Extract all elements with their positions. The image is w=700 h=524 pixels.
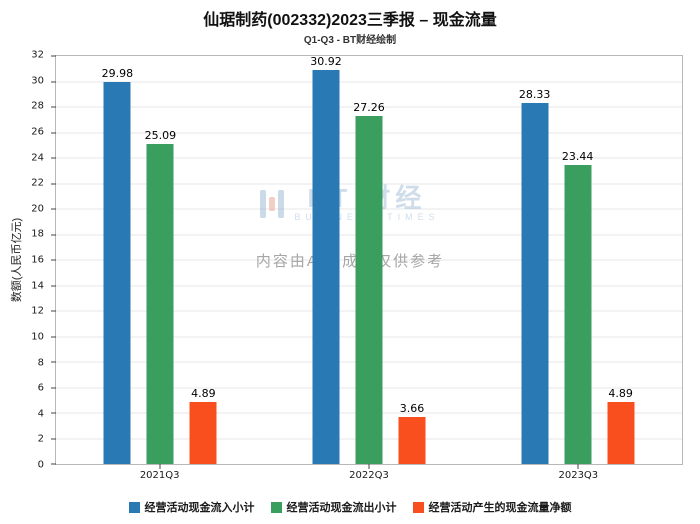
bar: 30.92 xyxy=(310,55,342,464)
legend: 经营活动现金流入小计 经营活动现金流出小计 经营活动产生的现金流量净额 xyxy=(0,499,700,515)
y-tick-label: 20 xyxy=(31,203,44,215)
bar: 4.89 xyxy=(607,387,635,464)
bar-value-label: 25.09 xyxy=(144,129,177,143)
y-tick-mark xyxy=(51,463,56,465)
y-tick-label: 10 xyxy=(31,331,44,343)
bar-value-label: 30.92 xyxy=(310,54,342,68)
y-tick-mark xyxy=(51,438,56,439)
x-tick-mark xyxy=(368,464,370,469)
bar: 23.44 xyxy=(562,150,593,464)
chart-title: 仙琚制药(002332)2023三季报 – 现金流量 xyxy=(203,12,497,29)
y-tick-mark xyxy=(51,132,56,133)
y-tick-mark xyxy=(51,157,56,159)
y-tick-mark xyxy=(51,208,56,210)
y-tick-mark xyxy=(51,310,56,312)
bar-group-2023Q3: 28.33 23.44 4.89 xyxy=(519,56,635,464)
legend-swatch xyxy=(128,501,140,513)
legend-swatch xyxy=(412,501,424,513)
bar-group-2022Q3: 30.92 27.26 3.66 xyxy=(310,55,426,464)
y-tick-mark xyxy=(51,412,56,414)
legend-label: 经营活动现金流入小计 xyxy=(144,502,255,514)
y-tick-mark xyxy=(51,336,56,337)
y-tick-label: 12 xyxy=(31,305,44,317)
chart-subtitle: Q1-Q3 - BT财经绘制 xyxy=(303,35,397,46)
bar: 27.26 xyxy=(353,101,385,464)
y-tick-mark xyxy=(51,234,56,235)
plot-area: 29.98 25.09 4.89 30.92 27.26 3.66 28.33 23.44 4.… xyxy=(51,55,683,469)
bar: 4.89 xyxy=(189,387,217,464)
legend-swatch xyxy=(270,501,282,513)
y-tick-label: 28 xyxy=(31,100,44,112)
bar: 28.33 xyxy=(519,88,550,464)
y-tick-mark xyxy=(51,285,56,286)
bar-value-label: 27.26 xyxy=(353,101,385,115)
y-tick-mark xyxy=(51,81,56,82)
y-tick-label: 2 xyxy=(37,433,44,445)
y-tick-label: 22 xyxy=(31,177,44,189)
bar-value-label: 29.98 xyxy=(101,66,134,80)
x-tick-label: 2021Q3 xyxy=(139,470,180,481)
x-tick-label: 2022Q3 xyxy=(349,470,389,481)
y-tick-label: 6 xyxy=(37,382,44,394)
bar-value-label: 4.89 xyxy=(608,386,633,400)
legend-label: 经营活动产生的现金流量净额 xyxy=(428,502,572,514)
bar: 25.09 xyxy=(145,129,176,464)
y-tick-mark xyxy=(51,387,56,388)
y-tick-label: 4 xyxy=(37,408,44,420)
y-tick-mark xyxy=(51,183,56,184)
bar-value-label: 3.66 xyxy=(399,402,425,416)
bar: 3.66 xyxy=(398,402,426,464)
y-tick-label: 16 xyxy=(31,254,44,266)
y-tick-mark xyxy=(51,55,56,57)
x-tick-mark xyxy=(159,464,161,469)
gridline xyxy=(56,106,682,108)
y-tick-label: 26 xyxy=(31,126,44,138)
y-tick-label: 24 xyxy=(31,152,44,163)
y-tick-label: 30 xyxy=(31,75,44,87)
y-tick-label: 14 xyxy=(31,280,44,292)
y-tick-mark xyxy=(51,259,56,261)
y-tick-label: 0 xyxy=(37,459,44,471)
bar-value-label: 23.44 xyxy=(561,150,594,164)
x-tick-mark xyxy=(577,464,579,469)
bar-value-label: 4.89 xyxy=(191,386,216,400)
y-tick-mark xyxy=(51,361,56,363)
legend-item: 经营活动现金流入小计 xyxy=(128,499,255,515)
y-tick-label: 32 xyxy=(31,49,44,61)
y-tick-label: 8 xyxy=(37,357,44,368)
x-axis-ticks: 2021Q3 2022Q3 2023Q3 xyxy=(55,467,683,483)
bar: 29.98 xyxy=(102,67,133,464)
bar-value-label: 28.33 xyxy=(518,87,551,101)
y-tick-mark xyxy=(51,106,56,108)
legend-label: 经营活动现金流出小计 xyxy=(286,502,397,514)
gridline xyxy=(56,81,682,82)
legend-item: 经营活动现金流出小计 xyxy=(270,499,397,515)
legend-item: 经营活动产生的现金流量净额 xyxy=(412,499,572,515)
bar-group-2021Q3: 29.98 25.09 4.89 xyxy=(102,56,217,464)
x-tick-label: 2023Q3 xyxy=(558,470,599,481)
y-tick-label: 18 xyxy=(31,228,44,240)
y-axis-ticks: 0 2 4 6 8 10 12 14 16 18 20 22 24 26 28 30 32 xyxy=(0,50,48,471)
